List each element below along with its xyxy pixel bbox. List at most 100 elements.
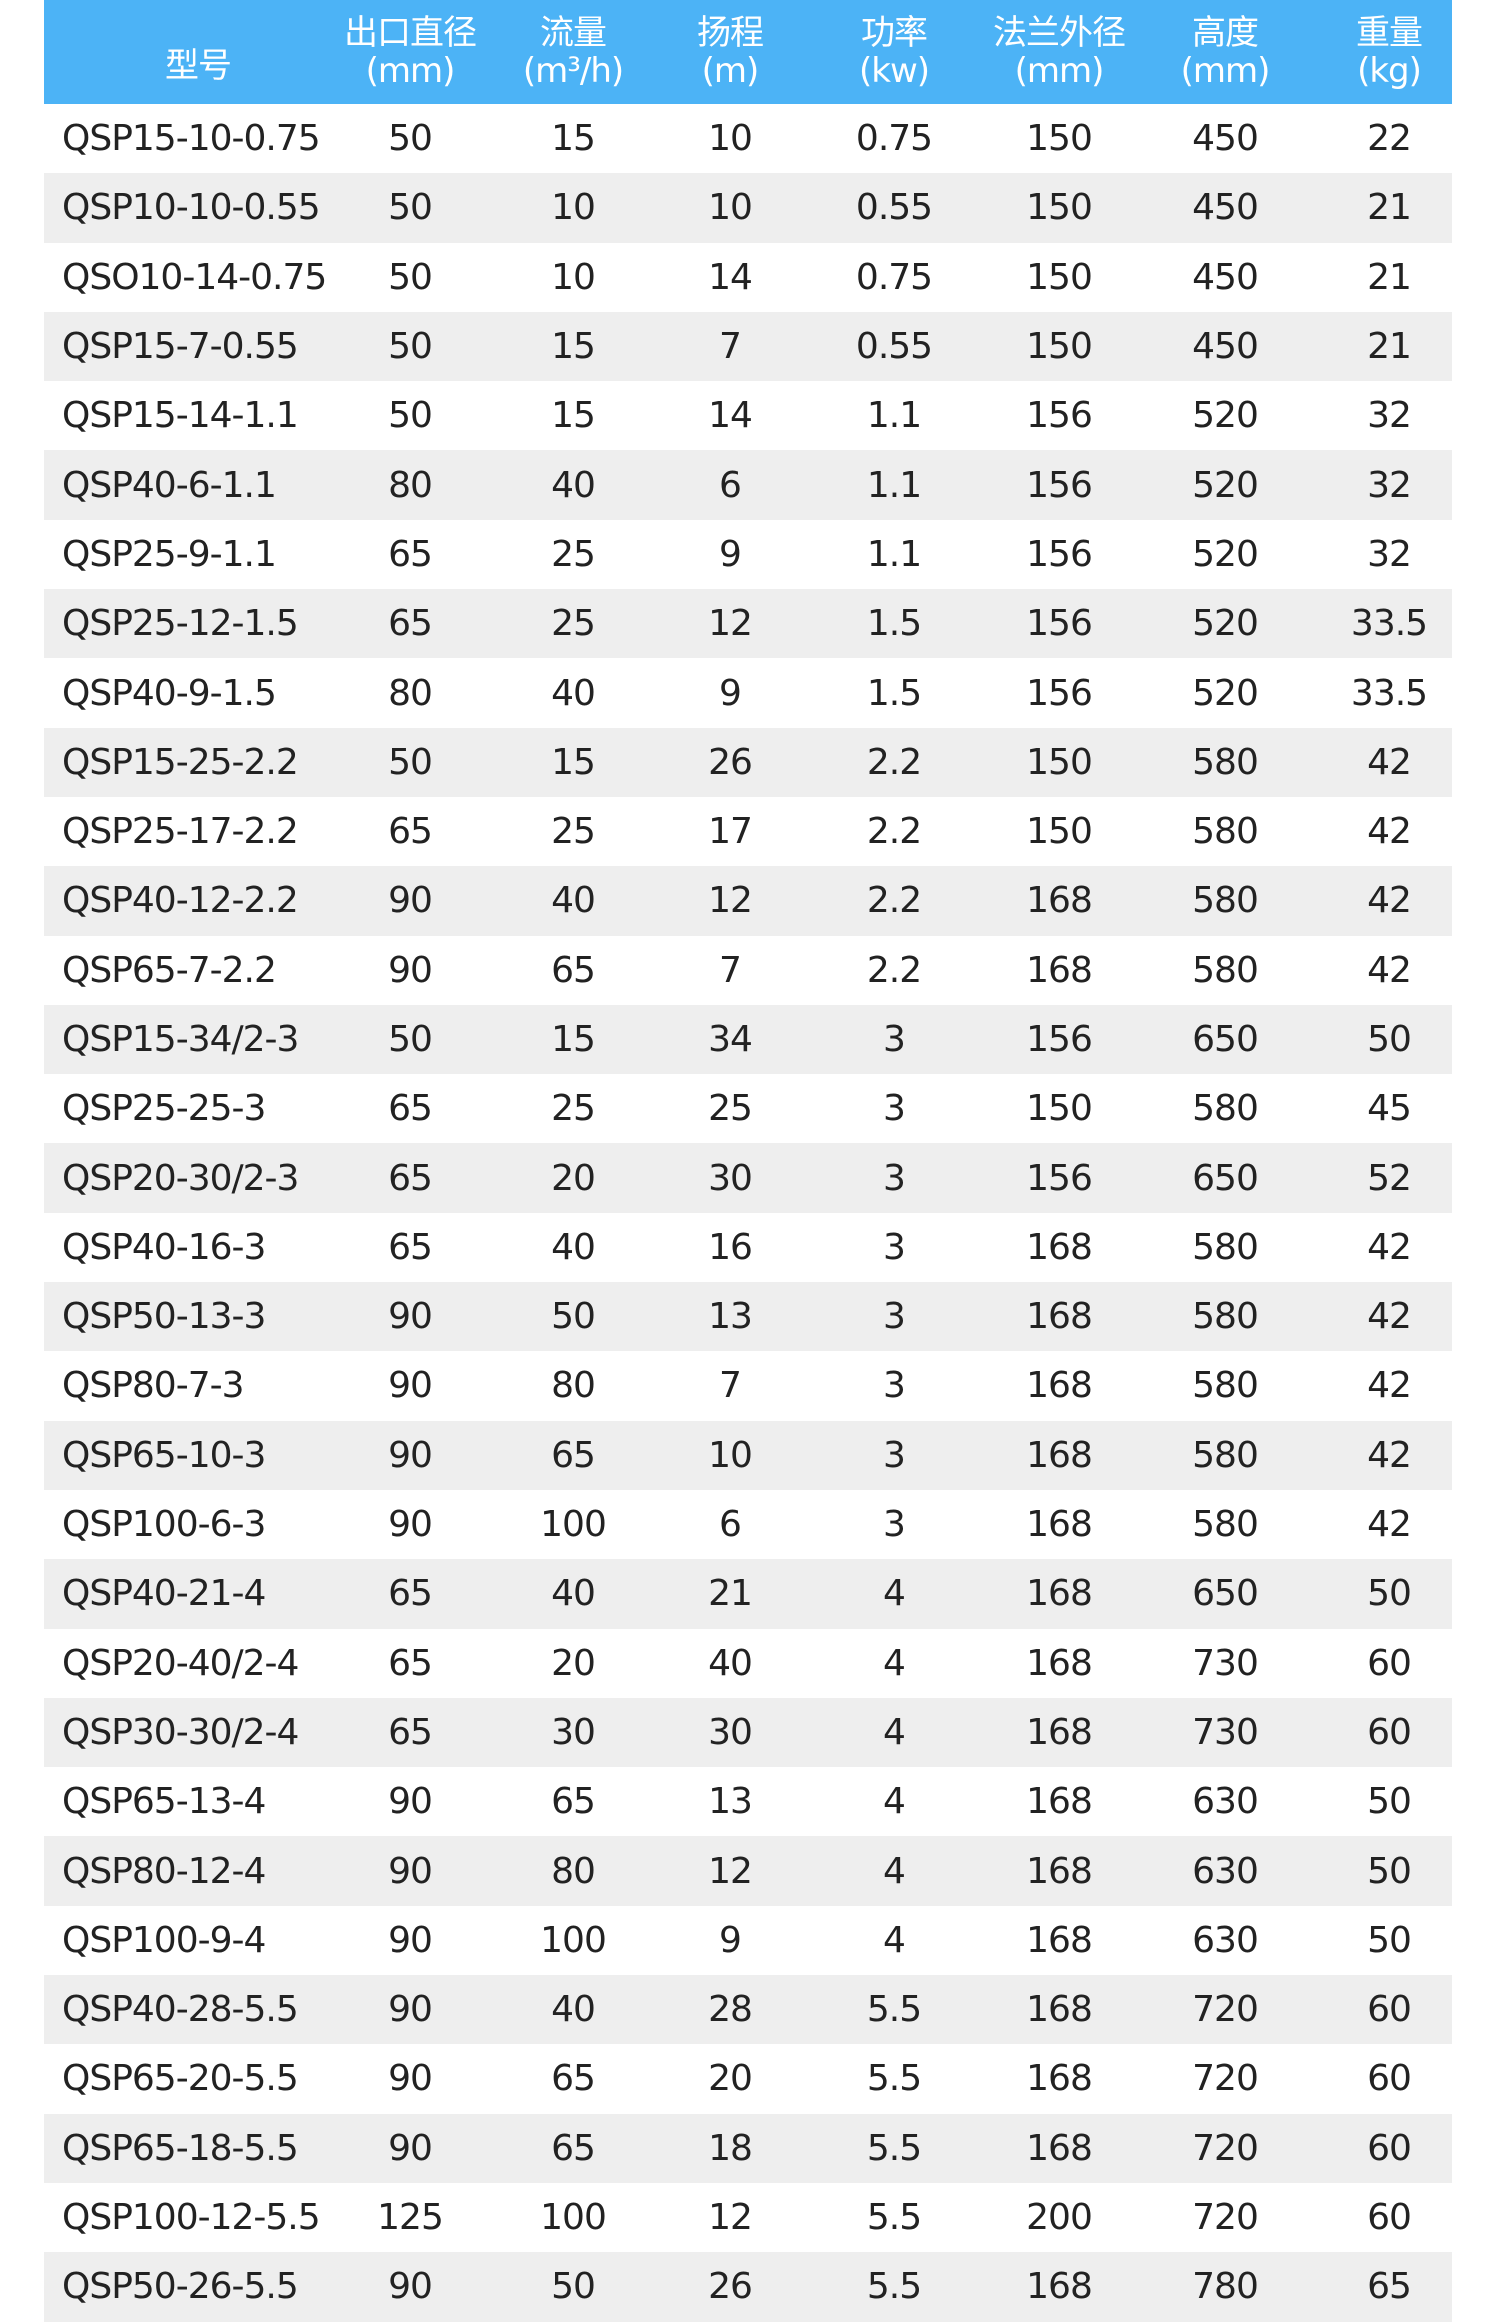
cell-power: 2.2 (866, 741, 922, 783)
cell-outlet-diameter: 65 (388, 1711, 433, 1753)
cell-model: QSP15-25-2.2 (62, 741, 299, 783)
header-unit: (m) (701, 51, 760, 91)
table-row: QSP25-9-1.1 65 25 9 1.1 156 520 32 (44, 520, 1452, 589)
table-row: QSP65-20-5.5 90 65 20 5.5 168 720 60 (44, 2044, 1452, 2113)
cell-weight: 42 (1367, 811, 1412, 853)
cell-outlet-diameter: 80 (388, 464, 433, 506)
cell-flange-diameter: 156 (1026, 672, 1093, 714)
cell-model: QSP30-30/2-4 (62, 1711, 299, 1753)
cell-power: 2.2 (866, 949, 922, 991)
cell-flow: 100 (540, 2197, 607, 2239)
cell-flow: 65 (551, 1781, 596, 1823)
cell-height: 580 (1192, 1504, 1259, 1546)
cell-model: QSP80-7-3 (62, 1365, 244, 1407)
cell-outlet-diameter: 90 (388, 1504, 433, 1546)
cell-head: 7 (719, 326, 742, 368)
cell-height: 580 (1192, 949, 1259, 991)
table-row: QSP100-12-5.5 125 100 12 5.5 200 720 60 (44, 2183, 1452, 2252)
cell-outlet-diameter: 125 (377, 2197, 444, 2239)
cell-flow: 40 (551, 672, 596, 714)
cell-power: 3 (883, 1088, 906, 1130)
cell-outlet-diameter: 50 (388, 326, 433, 368)
header-unit: (mm) (1014, 51, 1105, 91)
cell-weight: 50 (1367, 1781, 1412, 1823)
cell-flow: 65 (551, 2058, 596, 2100)
cell-flow: 50 (551, 1296, 596, 1338)
cell-model: QSO10-14-0.75 (62, 256, 327, 298)
table-row: QSP15-25-2.2 50 15 26 2.2 150 580 42 (44, 727, 1452, 797)
cell-flow: 15 (551, 118, 596, 160)
cell-flow: 20 (551, 1642, 596, 1684)
cell-head: 7 (719, 949, 742, 991)
table-row: QSP65-18-5.5 90 65 18 5.5 168 720 60 (44, 2113, 1452, 2183)
table-row: QSP40-6-1.1 80 40 6 1.1 156 520 32 (44, 450, 1452, 520)
cell-outlet-diameter: 50 (388, 741, 433, 783)
cell-outlet-diameter: 80 (388, 672, 433, 714)
table-row: QSP80-7-3 90 80 7 3 168 580 42 (44, 1351, 1452, 1420)
cell-weight: 60 (1367, 1642, 1412, 1684)
header-label: 出口直径 (344, 13, 477, 53)
cell-flange-diameter: 150 (1026, 187, 1093, 229)
cell-model: QSP65-20-5.5 (62, 2058, 299, 2100)
cell-height: 630 (1192, 1850, 1259, 1892)
cell-model: QSP25-17-2.2 (62, 811, 299, 853)
cell-head: 14 (708, 395, 753, 437)
table-row: QSP20-40/2-4 65 20 40 4 168 730 60 (44, 1629, 1452, 1698)
cell-head: 30 (708, 1157, 753, 1199)
table-row: QSP100-6-3 90 100 6 3 168 580 42 (44, 1490, 1452, 1559)
cell-flange-diameter: 168 (1026, 1781, 1093, 1823)
cell-outlet-diameter: 50 (388, 395, 433, 437)
table-row: QSP25-12-1.5 65 25 12 1.5 156 520 33.5 (44, 589, 1452, 659)
header-label: 流量 (539, 13, 607, 53)
cell-power: 3 (883, 1296, 906, 1338)
cell-power: 3 (883, 1157, 906, 1199)
cell-outlet-diameter: 65 (388, 533, 433, 575)
table-row: QSP30-30/2-4 65 30 30 4 168 730 60 (44, 1697, 1452, 1768)
header-unit: (m³/h) (522, 51, 624, 91)
cell-height: 580 (1192, 811, 1259, 853)
cell-model: QSP25-9-1.1 (62, 533, 277, 575)
cell-flange-diameter: 200 (1026, 2197, 1093, 2239)
cell-flange-diameter: 168 (1026, 1711, 1093, 1753)
pump-spec-table: 型号 出口直径 (mm) 流量 (m³/h) 扬程 (m) 功率 (kw) 法兰外径 (mm) 高度(… (44, 0, 1452, 2322)
cell-weight: 50 (1367, 1919, 1412, 1961)
cell-flange-diameter: 150 (1026, 741, 1093, 783)
cell-weight: 42 (1367, 1296, 1412, 1338)
cell-outlet-diameter: 90 (388, 1365, 433, 1407)
cell-weight: 33.5 (1350, 603, 1428, 645)
cell-weight: 42 (1367, 741, 1412, 783)
cell-head: 10 (708, 187, 753, 229)
cell-model: QSP15-7-0.55 (62, 326, 299, 368)
cell-weight: 60 (1367, 1989, 1412, 2031)
cell-model: QSP65-18-5.5 (62, 2127, 299, 2169)
cell-power: 5.5 (866, 2266, 922, 2308)
header-power: 功率 (kw) (858, 0, 930, 104)
cell-flow: 30 (551, 1711, 596, 1753)
cell-power: 4 (883, 1573, 906, 1615)
cell-head: 13 (708, 1781, 753, 1823)
header-unit: (kw) (858, 51, 930, 91)
cell-flange-diameter: 168 (1026, 1919, 1093, 1961)
cell-flow: 40 (551, 1573, 596, 1615)
cell-height: 520 (1192, 672, 1259, 714)
table-body: QSP15-10-0.75 50 15 10 0.75 150 450 22 QSP10-10-… (44, 104, 1452, 2322)
cell-head: 40 (708, 1642, 753, 1684)
cell-flange-diameter: 150 (1026, 256, 1093, 298)
cell-height: 630 (1192, 1781, 1259, 1823)
table-row: QSP50-13-3 90 50 13 3 168 580 42 (44, 1282, 1452, 1352)
table-row: QSP15-10-0.75 50 15 10 0.75 150 450 22 (44, 104, 1452, 173)
cell-flow: 40 (551, 880, 596, 922)
cell-head: 12 (708, 1850, 753, 1892)
cell-model: QSP65-13-4 (62, 1781, 266, 1823)
cell-power: 1.1 (866, 464, 922, 506)
cell-power: 4 (883, 1711, 906, 1753)
cell-model: QSP15-14-1.1 (62, 395, 299, 437)
table-row: QSP40-16-3 65 40 16 3 168 580 42 (44, 1213, 1452, 1282)
header-unit: (mm) (1180, 51, 1271, 91)
cell-flow: 40 (551, 1226, 596, 1268)
cell-height: 520 (1192, 603, 1259, 645)
cell-power: 4 (883, 1642, 906, 1684)
cell-flow: 65 (551, 949, 596, 991)
cell-model: QSP40-12-2.2 (62, 880, 299, 922)
cell-flow: 50 (551, 2266, 596, 2308)
